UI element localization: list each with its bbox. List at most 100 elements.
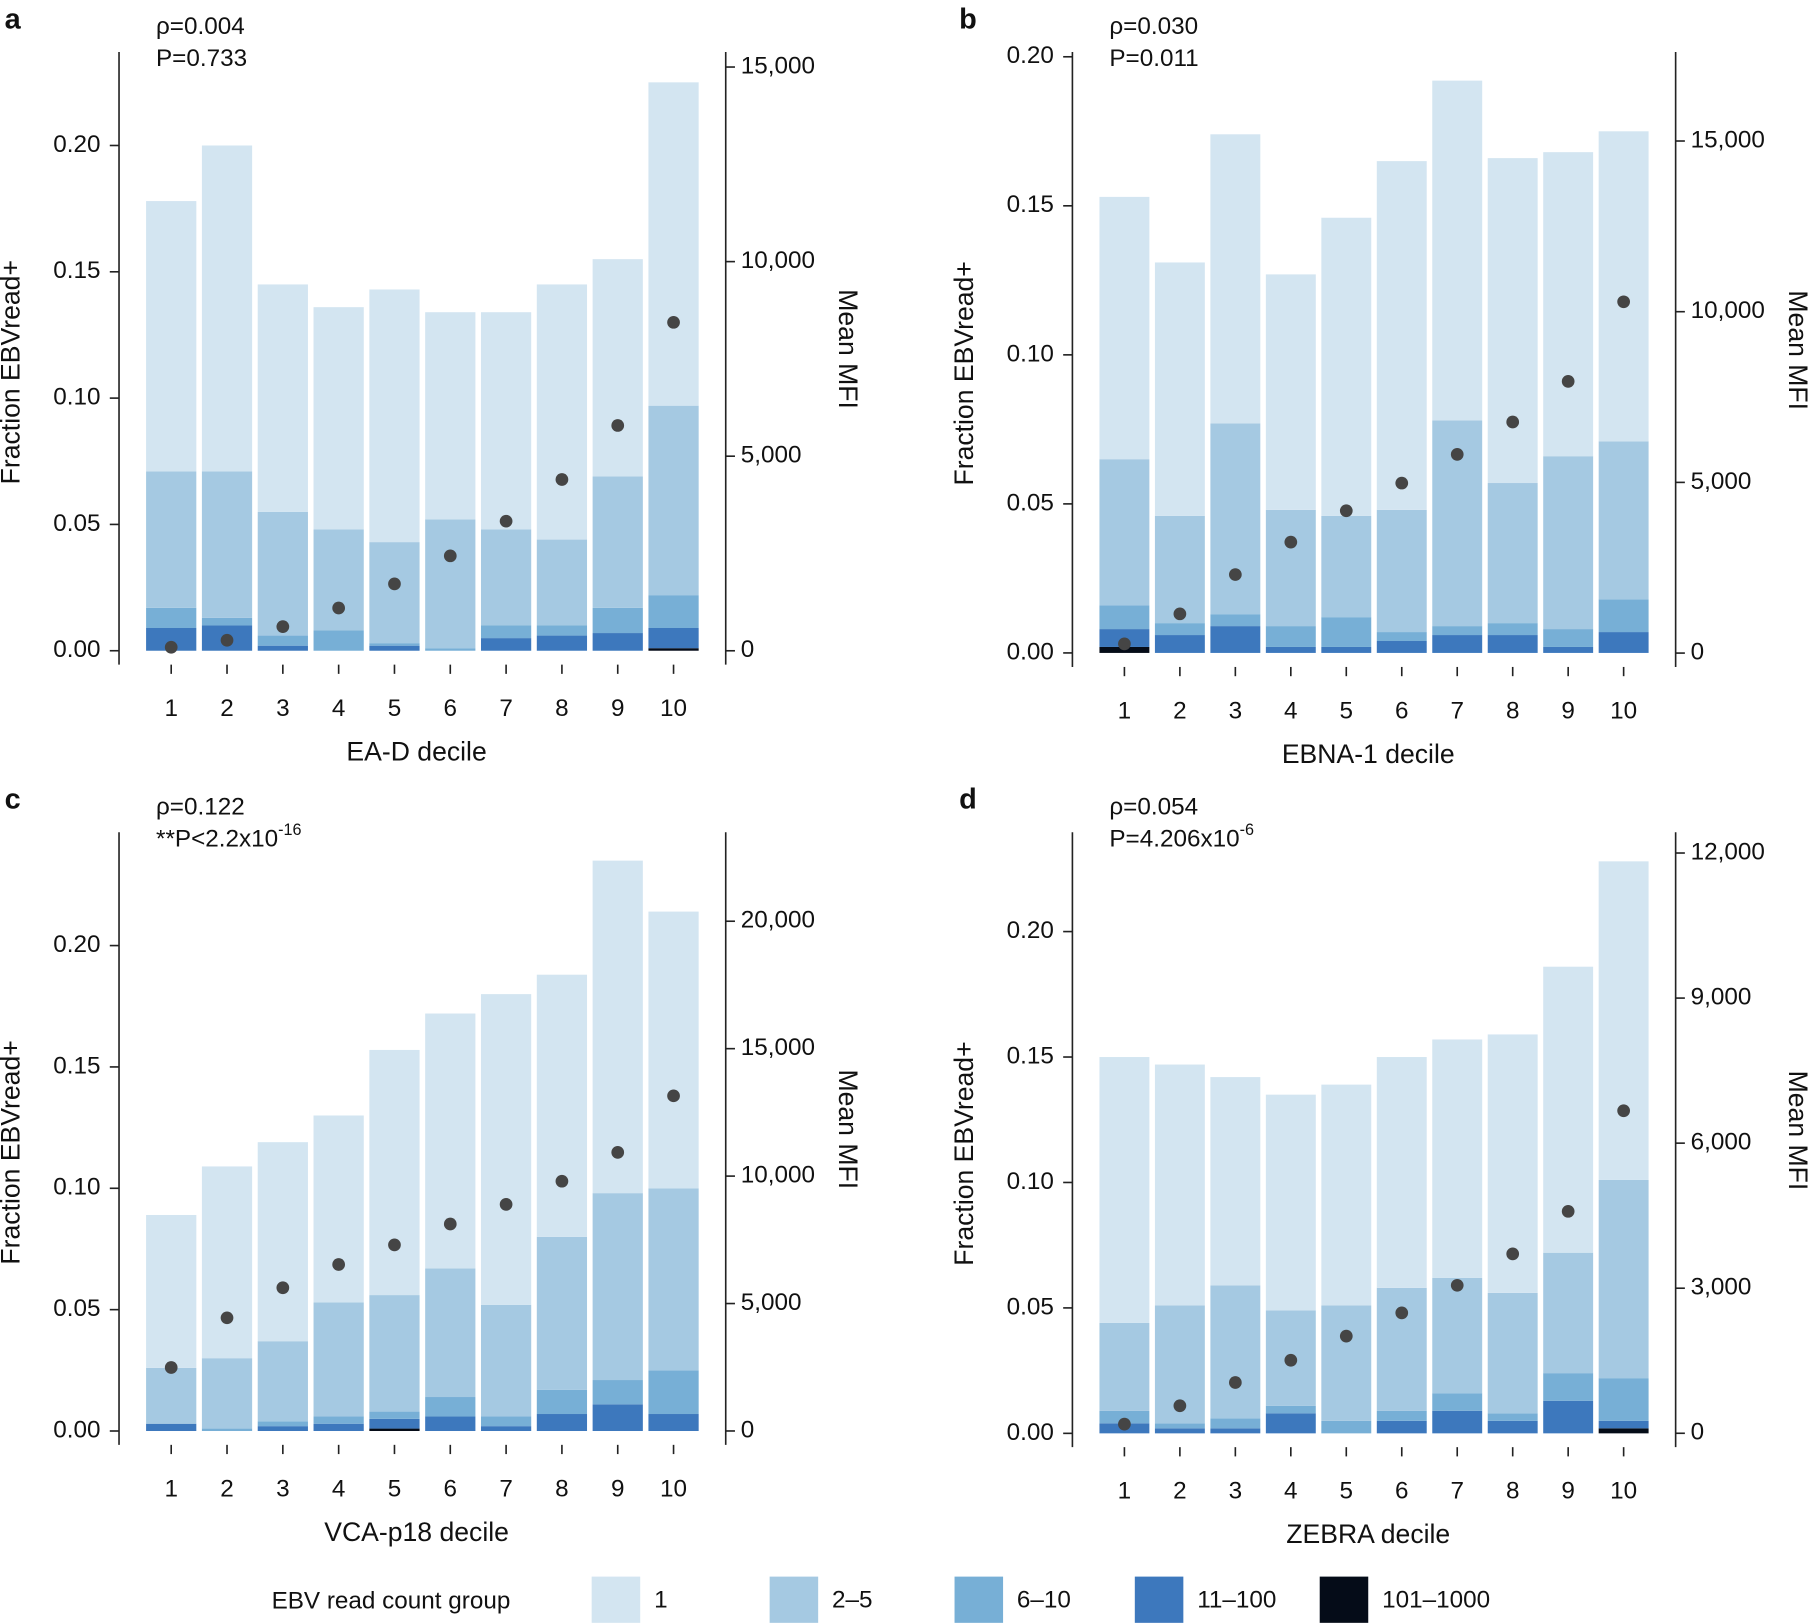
y-tick-label: 0.05: [53, 1295, 100, 1322]
x-tick-label: 8: [1506, 697, 1519, 724]
p-text: **P<2.2x10: [156, 826, 278, 853]
mfi-point: [1284, 535, 1298, 549]
mfi-point: [667, 315, 680, 329]
bar-segment: [1154, 635, 1205, 653]
bar-segment: [648, 1370, 699, 1415]
bar-segment: [1376, 161, 1427, 510]
bar-segment: [1487, 635, 1538, 653]
bar-segment: [480, 312, 532, 530]
y-tick-label: 0.15: [53, 257, 100, 284]
x-tick-label: 5: [1340, 1478, 1353, 1505]
mfi-point: [332, 601, 346, 615]
bar-segment: [146, 1423, 197, 1432]
bar-segment: [1543, 456, 1594, 630]
y2-axis-label: Mean MFI: [1783, 1071, 1812, 1191]
bar-segment: [1154, 1428, 1205, 1434]
mfi-point: [1450, 448, 1464, 461]
mfi-point: [1395, 476, 1409, 490]
y2-tick-label: 15,000: [741, 52, 815, 79]
bar-segment: [313, 1423, 364, 1432]
y2-tick-label: 6,000: [1691, 1129, 1752, 1156]
bar-segment: [1598, 1428, 1649, 1434]
mfi-point: [332, 1258, 346, 1271]
bar-segment: [1543, 1400, 1594, 1434]
bar-segment: [1432, 626, 1483, 636]
x-tick-label: 4: [1284, 1478, 1297, 1505]
bar-segment: [146, 471, 197, 608]
bar-segment: [313, 1115, 364, 1303]
y-tick-label: 0.15: [1007, 1042, 1054, 1069]
mfi-point: [1339, 504, 1353, 518]
bar-segment: [1210, 1418, 1261, 1429]
bar-segment: [648, 595, 699, 628]
mfi-point: [1284, 1353, 1298, 1367]
y-tick-label: 0.00: [1007, 1419, 1054, 1446]
x-tick-label: 4: [1284, 697, 1297, 724]
x-tick-label: 8: [555, 1475, 568, 1502]
bar-segment: [201, 1358, 253, 1429]
bar-segment: [536, 974, 588, 1237]
legend-label: 11–100: [1197, 1586, 1276, 1613]
y-tick-label: 0.00: [53, 1416, 100, 1443]
bar-segment: [1210, 134, 1261, 424]
bar-segment: [1321, 617, 1372, 647]
x-tick-label: 6: [444, 695, 457, 722]
bar-segment: [592, 860, 643, 1194]
y-axis-label: Fraction EBVread+: [0, 260, 26, 484]
bar-segment: [592, 1193, 643, 1381]
legend-swatch: [591, 1576, 641, 1623]
mfi-point: [1173, 1399, 1187, 1413]
y2-tick-label: 0: [741, 636, 754, 663]
bar-segment: [1210, 423, 1261, 615]
mfi-point: [443, 549, 457, 563]
bar-segment: [369, 1411, 420, 1419]
mfi-point: [164, 1361, 178, 1374]
x-axis-label: EBNA-1 decile: [1282, 739, 1455, 769]
bar-segment: [536, 284, 588, 540]
legend-label: 6–10: [1017, 1586, 1071, 1613]
x-tick-label: 5: [388, 695, 401, 722]
x-tick-label: 9: [1561, 697, 1574, 724]
bar-segment: [1432, 1039, 1483, 1278]
y2-tick-label: 10,000: [741, 247, 815, 274]
bar-segment: [536, 1236, 588, 1390]
bar-segment: [1487, 623, 1538, 636]
y-tick-label: 0.00: [1007, 638, 1054, 665]
x-tick-label: 10: [1610, 1478, 1637, 1505]
bar-segment: [1376, 632, 1427, 642]
x-axis-label: EA-D decile: [346, 737, 486, 767]
x-tick-label: 1: [1118, 1478, 1131, 1505]
y-tick-label: 0.20: [53, 131, 100, 158]
bar-segment: [1432, 1393, 1483, 1411]
p-text: P=0.733: [156, 46, 247, 73]
x-tick-label: 1: [1118, 697, 1131, 724]
bar-segment: [257, 1341, 308, 1422]
p-exponent: -16: [278, 821, 301, 839]
bar-segment: [1598, 1420, 1649, 1429]
y-tick-label: 0.10: [1007, 340, 1054, 367]
x-tick-label: 7: [1450, 697, 1463, 724]
y2-tick-label: 10,000: [741, 1162, 815, 1189]
bar-segment: [1598, 1378, 1649, 1421]
bar-segment: [369, 542, 420, 644]
x-tick-label: 2: [220, 695, 233, 722]
bar-segment: [1487, 1292, 1538, 1414]
x-tick-label: 6: [1395, 697, 1408, 724]
bar-segment: [146, 1214, 197, 1368]
x-tick-label: 10: [660, 695, 687, 722]
bar-segment: [1376, 1057, 1427, 1288]
bar-segment: [1432, 1410, 1483, 1434]
mfi-point: [611, 1146, 625, 1159]
panel-letter: c: [5, 784, 21, 816]
y2-tick-label: 9,000: [1691, 983, 1752, 1010]
x-tick-label: 10: [660, 1475, 687, 1502]
bar-segment: [257, 1421, 308, 1427]
bar-segment: [536, 1414, 588, 1432]
bar-segment: [1210, 1077, 1261, 1286]
rho-annotation: ρ=0.054: [1109, 793, 1198, 820]
x-tick-label: 2: [1173, 697, 1186, 724]
bar-segment: [201, 145, 253, 472]
p-exponent: -6: [1240, 821, 1254, 839]
mfi-point: [555, 473, 569, 486]
bar-segment: [425, 648, 476, 651]
